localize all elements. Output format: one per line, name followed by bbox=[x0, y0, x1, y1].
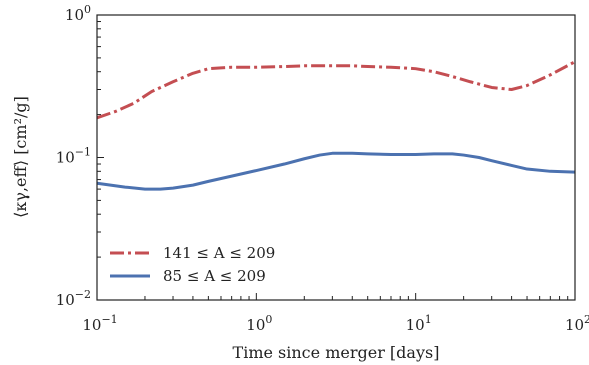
x-tick-label: 101 bbox=[406, 313, 432, 334]
x-axis-label: Time since merger [days] bbox=[233, 343, 440, 362]
legend-label-series-1: 141 ≤ A ≤ 209 bbox=[163, 244, 275, 262]
series-line-1 bbox=[96, 60, 576, 120]
x-tick-label: 102 bbox=[565, 313, 589, 334]
x-tick-label: 100 bbox=[246, 313, 272, 334]
series-line-2 bbox=[96, 151, 576, 191]
y-tick-label: 100 bbox=[65, 3, 91, 24]
ticks-layer: 10−1 100 101 102 10−2 10−1 100 bbox=[56, 3, 589, 334]
legend-label-series-2: 85 ≤ A ≤ 209 bbox=[163, 267, 266, 285]
series-layer bbox=[96, 60, 576, 191]
legend: 141 ≤ A ≤ 209 85 ≤ A ≤ 209 bbox=[110, 244, 275, 285]
x-tick-label: 10−1 bbox=[82, 313, 117, 334]
y-tick-label: 10−1 bbox=[56, 146, 91, 167]
y-tick-label: 10−2 bbox=[56, 288, 91, 309]
y-axis-label: ⟨κγ,eff⟩ [cm²/g] bbox=[11, 96, 30, 218]
